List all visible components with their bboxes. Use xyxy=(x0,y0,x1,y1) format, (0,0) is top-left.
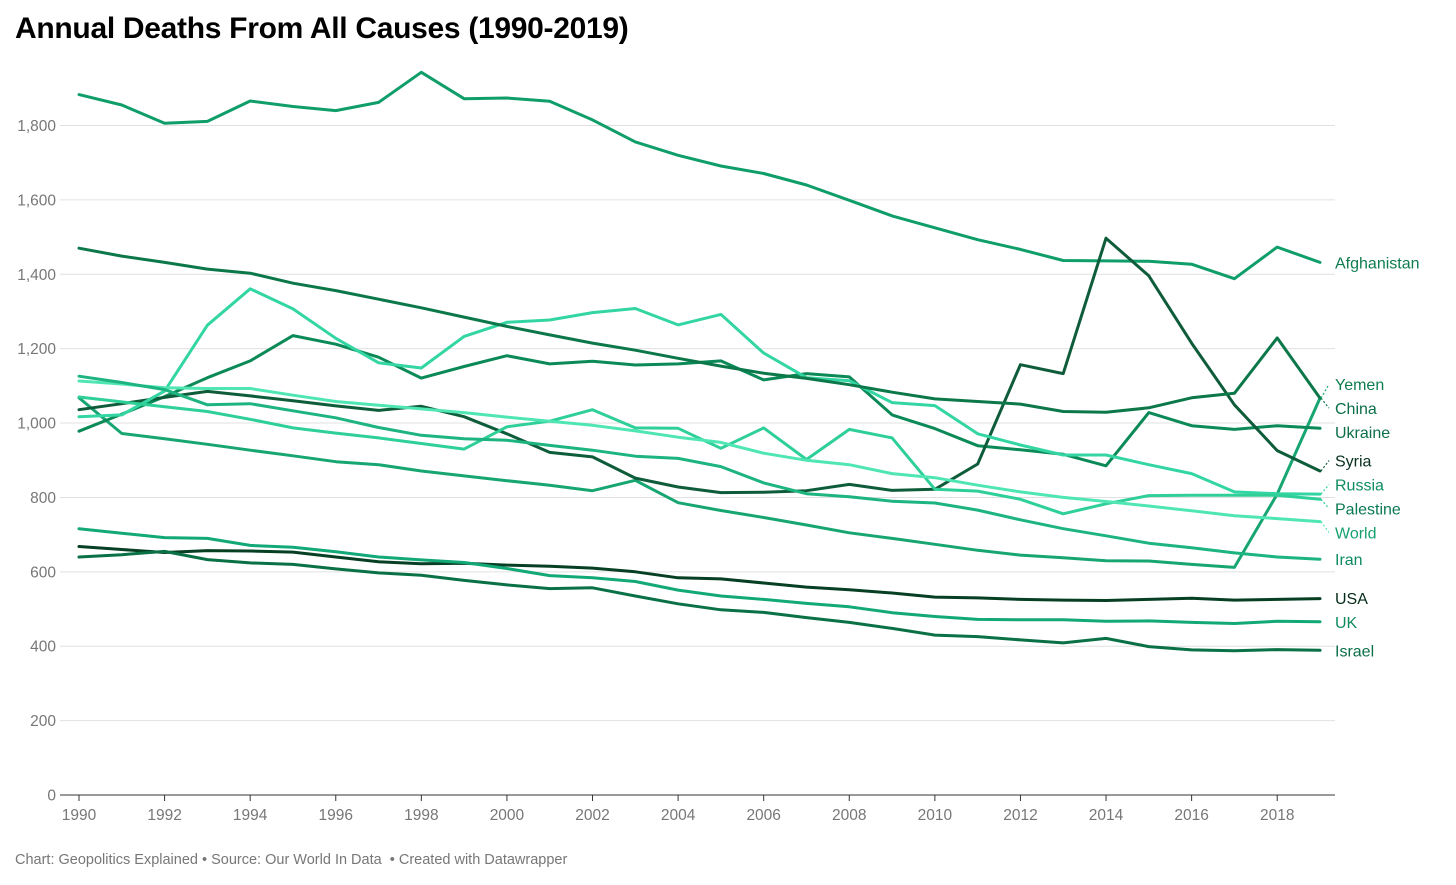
x-tick-label: 2002 xyxy=(575,807,609,824)
label-connector xyxy=(1320,521,1330,533)
y-tick-label: 1,200 xyxy=(17,341,56,358)
y-tick-label: 800 xyxy=(30,490,56,507)
series-line-ukraine xyxy=(77,334,1322,468)
y-axis: 0 200 400 600 800 1,000 1,200 1,400 1,600 1,800 xyxy=(17,118,56,805)
series-line-usa xyxy=(77,545,1322,602)
chart-title: Annual Deaths From All Causes (1990-2019… xyxy=(15,12,629,45)
x-tick-label: 1994 xyxy=(233,807,268,824)
label-connector xyxy=(1320,383,1330,399)
series-line-iran xyxy=(77,374,1322,561)
series-line-israel xyxy=(77,549,1322,653)
x-tick-label: 1992 xyxy=(147,807,181,824)
series-label-uk: UK xyxy=(1335,615,1358,632)
footer-separator: • xyxy=(197,852,212,868)
footer-separator: • xyxy=(381,852,399,868)
x-tick-label: 1996 xyxy=(319,807,353,824)
x-tick-label: 2008 xyxy=(832,807,866,824)
series-line-syria xyxy=(77,236,1322,495)
series-label-palestine: Palestine xyxy=(1335,502,1401,519)
x-tick-label: 2004 xyxy=(661,807,696,824)
series-label-world: World xyxy=(1335,526,1377,543)
series-line-russia xyxy=(77,287,1322,496)
label-connector xyxy=(1320,397,1330,409)
series-line-china xyxy=(77,246,1322,414)
chart-footer: Chart: Geopolitics Explained • Source: O… xyxy=(15,852,567,868)
datawrapper-credit: Created with Datawrapper xyxy=(398,852,568,868)
x-tick-label: 2012 xyxy=(1003,807,1037,824)
series-line-afghanistan xyxy=(77,70,1322,281)
series-label-russia: Russia xyxy=(1335,478,1384,495)
series-label-israel: Israel xyxy=(1335,643,1374,660)
x-tick-label: 2010 xyxy=(918,807,953,824)
series-label-afghanistan: Afghanistan xyxy=(1335,255,1420,272)
x-tick-label: 2006 xyxy=(746,807,780,824)
series-lines xyxy=(77,70,1322,653)
series-line-yemen xyxy=(77,396,1322,569)
x-tick-label: 2016 xyxy=(1174,807,1208,824)
y-tick-label: 200 xyxy=(30,713,56,730)
series-label-yemen: Yemen xyxy=(1335,377,1384,394)
x-tick-label: 1990 xyxy=(62,807,97,824)
y-tick-label: 1,600 xyxy=(17,192,56,209)
y-tick-label: 400 xyxy=(30,639,56,656)
x-tick-label: 2018 xyxy=(1260,807,1294,824)
y-tick-label: 600 xyxy=(30,564,56,581)
x-tick-label: 1998 xyxy=(404,807,438,824)
label-connector xyxy=(1320,460,1330,472)
y-tick-label: 0 xyxy=(47,788,56,805)
chart-credit: Chart: Geopolitics Explained xyxy=(15,852,198,868)
source-credit: Source: Our World In Data xyxy=(211,852,382,868)
label-connector xyxy=(1320,484,1330,495)
series-label-iran: Iran xyxy=(1335,552,1363,569)
series-line-palestine xyxy=(77,395,1322,516)
y-tick-label: 1,800 xyxy=(17,118,56,135)
y-tick-label: 1,400 xyxy=(17,267,56,284)
series-line-uk xyxy=(77,527,1322,625)
series-label-syria: Syria xyxy=(1335,454,1372,471)
x-tick-label: 2014 xyxy=(1089,807,1124,824)
series-label-usa: USA xyxy=(1335,591,1368,608)
gridlines xyxy=(60,125,1335,796)
series-labels: Afghanistan Yemen China Ukraine Syria Russia P… xyxy=(1320,255,1420,660)
y-tick-label: 1,000 xyxy=(17,416,56,433)
series-label-ukraine: Ukraine xyxy=(1335,425,1390,442)
series-line-world xyxy=(77,379,1322,524)
series-label-china: China xyxy=(1335,401,1377,418)
x-tick-label: 2000 xyxy=(490,807,525,824)
label-connector xyxy=(1320,498,1330,509)
x-axis: 1990 1992 1994 1996 1998 2000 2002 2004 2006 2008… xyxy=(62,795,1294,824)
